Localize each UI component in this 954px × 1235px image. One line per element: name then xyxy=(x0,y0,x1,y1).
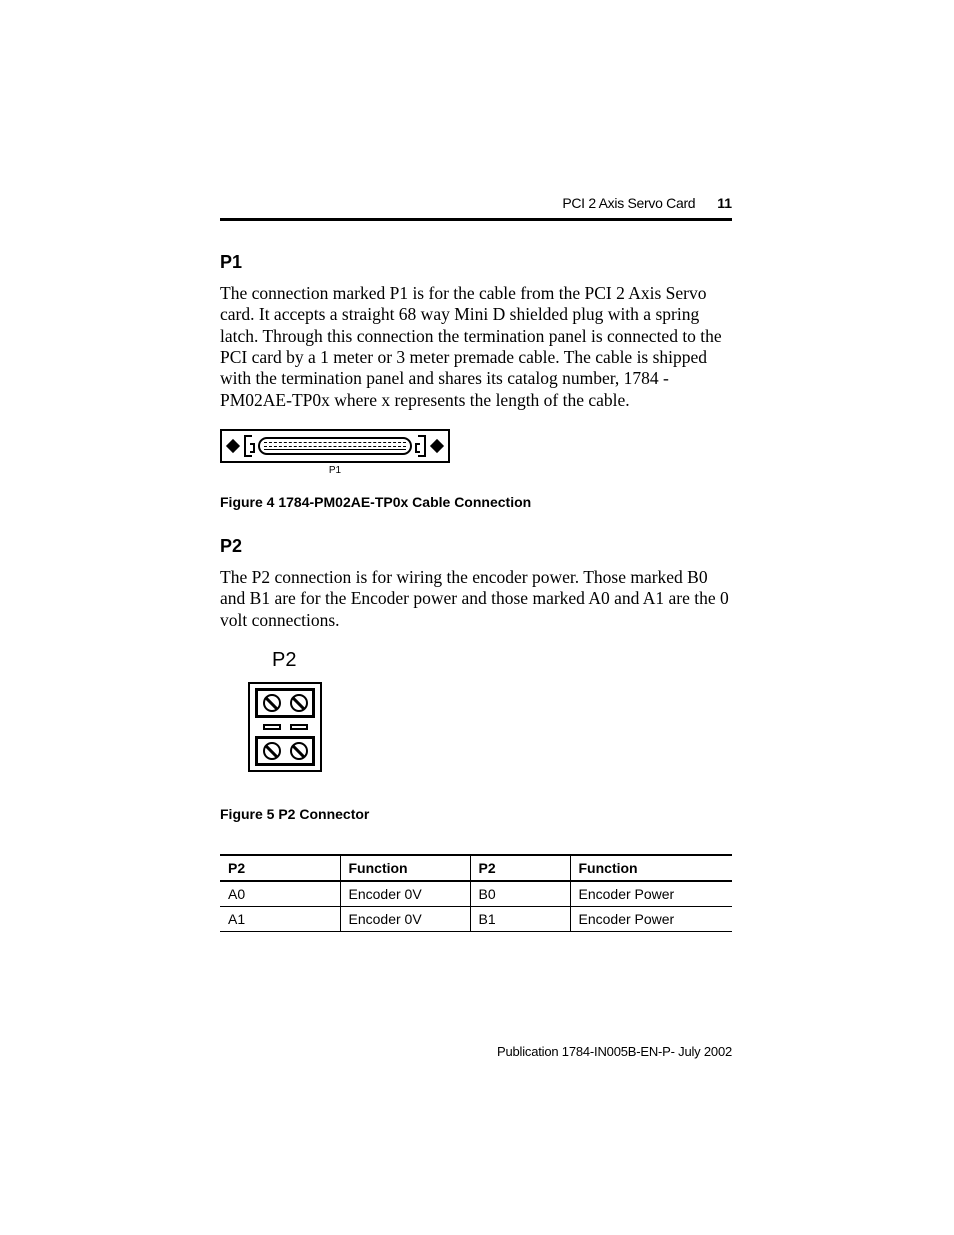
figure-caption-5: Figure 5 P2 Connector xyxy=(220,806,732,822)
table-cell: Encoder Power xyxy=(570,881,732,907)
bracket-icon xyxy=(244,435,252,457)
p2-pinout-table: P2 Function P2 Function A0 Encoder 0V B0… xyxy=(220,854,732,932)
p2-connector-diagram xyxy=(248,682,323,772)
table-cell: A0 xyxy=(220,881,340,907)
bracket-icon xyxy=(418,435,426,457)
terminal-screw-icon xyxy=(263,694,281,712)
p1-connector-label: P1 xyxy=(220,465,450,476)
table-cell: Encoder 0V xyxy=(340,907,470,932)
section-body-p2: The P2 connection is for wiring the enco… xyxy=(220,567,732,631)
terminal-screw-icon xyxy=(290,694,308,712)
terminal-slot-icon xyxy=(263,724,281,730)
table-header-cell: P2 xyxy=(220,855,340,881)
terminal-screw-icon xyxy=(290,742,308,760)
table-header-cell: Function xyxy=(340,855,470,881)
header-page-number: 11 xyxy=(717,195,732,211)
table-cell: B0 xyxy=(470,881,570,907)
page-header: PCI 2 Axis Servo Card 11 xyxy=(562,195,732,211)
table-row: A0 Encoder 0V B0 Encoder Power xyxy=(220,881,732,907)
terminal-screw-icon xyxy=(263,742,281,760)
table-cell: B1 xyxy=(470,907,570,932)
screw-icon xyxy=(226,439,240,453)
section-body-p1: The connection marked P1 is for the cabl… xyxy=(220,283,732,411)
table-cell: Encoder 0V xyxy=(340,881,470,907)
header-rule xyxy=(220,218,732,221)
header-title: PCI 2 Axis Servo Card xyxy=(562,195,695,211)
p1-connector-diagram xyxy=(220,429,450,463)
publication-footer: Publication 1784-IN005B-EN-P- July 2002 xyxy=(497,1044,732,1059)
table-header-cell: P2 xyxy=(470,855,570,881)
table-header-cell: Function xyxy=(570,855,732,881)
p2-diagram-label: P2 xyxy=(272,649,732,672)
terminal-slot-icon xyxy=(290,724,308,730)
table-row: A1 Encoder 0V B1 Encoder Power xyxy=(220,907,732,932)
connector-slot-icon xyxy=(258,437,412,455)
section-heading-p1: P1 xyxy=(220,252,732,273)
table-cell: Encoder Power xyxy=(570,907,732,932)
table-header-row: P2 Function P2 Function xyxy=(220,855,732,881)
section-heading-p2: P2 xyxy=(220,536,732,557)
screw-icon xyxy=(430,439,444,453)
figure-caption-4: Figure 4 1784-PM02AE-TP0x Cable Connecti… xyxy=(220,494,732,510)
page-content: P1 The connection marked P1 is for the c… xyxy=(220,252,732,932)
table-cell: A1 xyxy=(220,907,340,932)
